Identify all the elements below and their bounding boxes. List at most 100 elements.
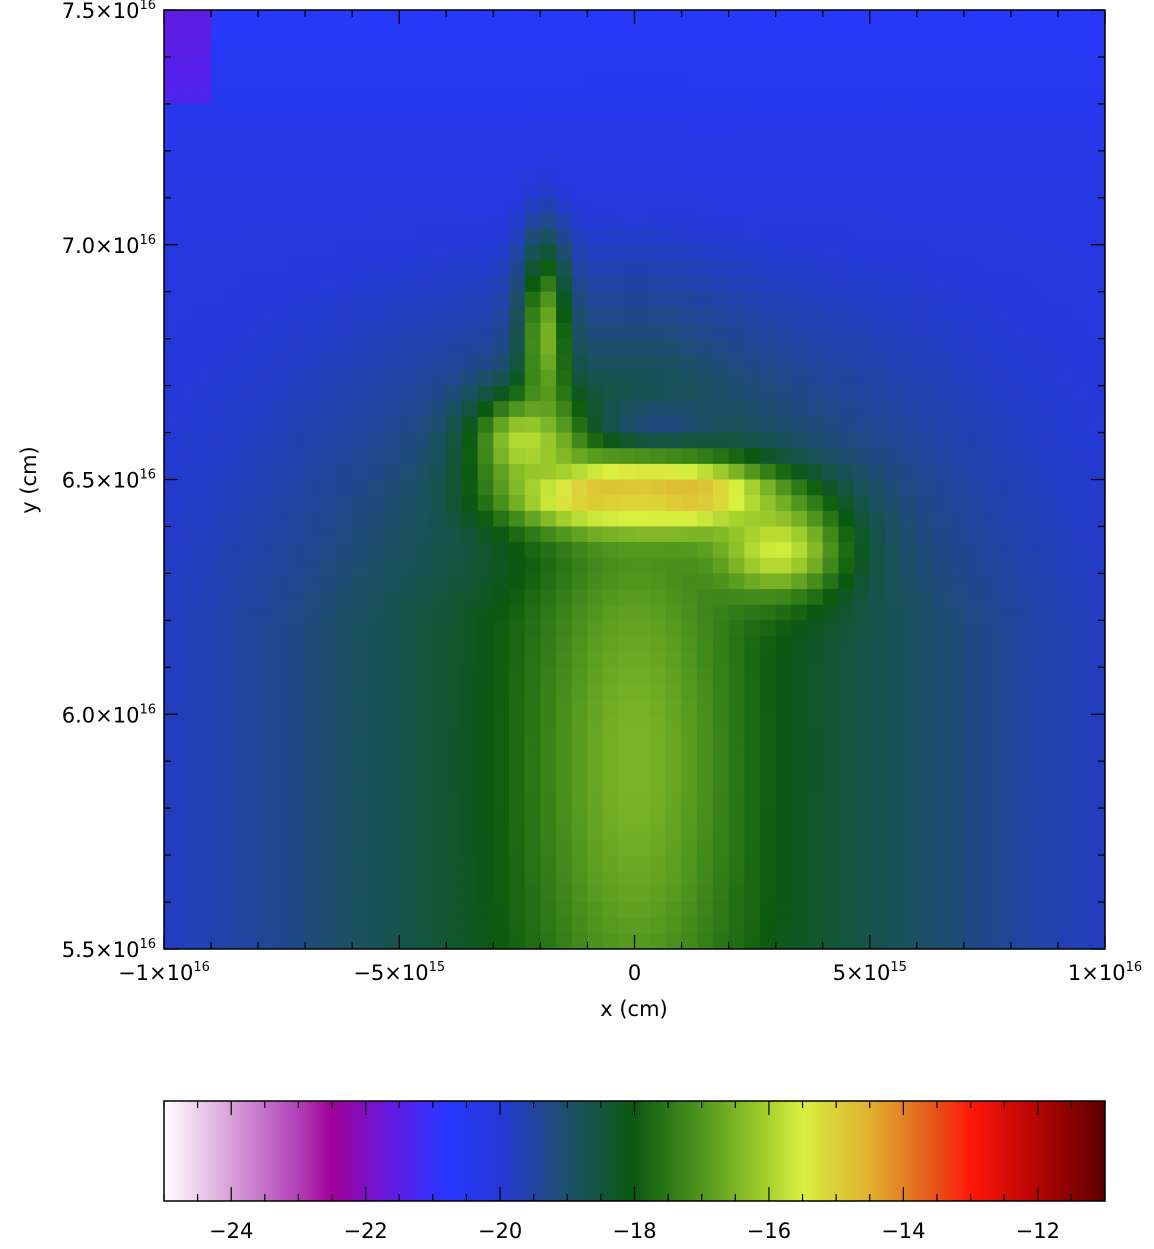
heatmap-cell bbox=[524, 557, 541, 574]
heatmap-cell bbox=[603, 682, 620, 700]
heatmap-cell bbox=[556, 698, 573, 715]
heatmap-cell bbox=[932, 573, 949, 590]
heatmap-cell bbox=[885, 463, 902, 481]
heatmap-cell bbox=[807, 416, 824, 434]
heatmap-cell bbox=[1057, 291, 1075, 308]
heatmap-cell bbox=[650, 870, 667, 887]
heatmap-cell bbox=[446, 808, 463, 825]
heatmap-cell bbox=[728, 589, 745, 606]
heatmap-cell bbox=[493, 510, 510, 528]
heatmap-cell bbox=[477, 823, 494, 841]
heatmap-cell bbox=[618, 72, 636, 89]
heatmap-cell bbox=[963, 698, 981, 715]
heatmap-cell bbox=[477, 792, 494, 809]
heatmap-cell bbox=[1073, 573, 1090, 590]
heatmap-cell bbox=[995, 542, 1012, 559]
heatmap-cell bbox=[258, 338, 275, 355]
heatmap-cell bbox=[1057, 323, 1075, 340]
heatmap-cell bbox=[477, 416, 494, 434]
heatmap-cell bbox=[509, 103, 526, 121]
heatmap-cell bbox=[838, 229, 855, 246]
heatmap-cell bbox=[822, 56, 839, 74]
heatmap-cell bbox=[289, 338, 306, 355]
heatmap-cell bbox=[477, 808, 494, 825]
heatmap-cell bbox=[164, 714, 181, 731]
heatmap-cell bbox=[242, 103, 259, 121]
heatmap-cell bbox=[901, 870, 918, 887]
heatmap-cell bbox=[665, 839, 683, 856]
heatmap-cell bbox=[195, 432, 212, 449]
heatmap-cell bbox=[211, 573, 228, 590]
heatmap-cell bbox=[587, 542, 604, 559]
heatmap-cell bbox=[712, 166, 730, 183]
heatmap-cell bbox=[242, 776, 259, 794]
heatmap-cell bbox=[493, 839, 510, 856]
heatmap-cell bbox=[995, 197, 1012, 215]
heatmap-cell bbox=[759, 150, 777, 168]
heatmap-cell bbox=[634, 776, 651, 794]
heatmap-cell bbox=[1073, 416, 1090, 434]
heatmap-cell bbox=[822, 119, 839, 136]
heatmap-cell bbox=[697, 244, 714, 261]
heatmap-cell bbox=[430, 276, 447, 293]
heatmap-cell bbox=[399, 103, 416, 121]
heatmap-cell bbox=[775, 510, 792, 528]
heatmap-cell bbox=[838, 573, 855, 590]
heatmap-cell bbox=[1026, 839, 1043, 856]
heatmap-cell bbox=[634, 401, 651, 418]
heatmap-cell bbox=[367, 448, 385, 465]
heatmap-cell bbox=[963, 385, 981, 402]
heatmap-cell bbox=[744, 369, 761, 387]
heatmap-cell bbox=[195, 589, 212, 606]
heatmap-cell bbox=[697, 25, 714, 42]
heatmap-cell bbox=[948, 510, 965, 528]
heatmap-cell bbox=[383, 229, 400, 246]
heatmap-cell bbox=[618, 808, 636, 825]
heatmap-cell bbox=[1089, 510, 1105, 528]
heatmap-cell bbox=[822, 823, 839, 841]
heatmap-cell bbox=[885, 229, 902, 246]
heatmap-cell bbox=[807, 604, 824, 621]
heatmap-cell bbox=[226, 510, 244, 528]
heatmap-cell bbox=[901, 56, 918, 74]
heatmap-cell bbox=[1042, 870, 1059, 887]
heatmap-cell bbox=[540, 103, 557, 121]
heatmap-cell bbox=[744, 88, 761, 105]
heatmap-cell bbox=[1026, 119, 1043, 136]
heatmap-cell bbox=[399, 792, 416, 809]
heatmap-cell bbox=[367, 714, 385, 731]
heatmap-cell bbox=[273, 636, 291, 653]
heatmap-cell bbox=[885, 135, 902, 152]
heatmap-cell bbox=[634, 479, 651, 496]
heatmap-cell bbox=[634, 792, 651, 809]
heatmap-cell bbox=[305, 589, 322, 606]
heatmap-cell bbox=[258, 432, 275, 449]
heatmap-cell bbox=[916, 682, 934, 700]
heatmap-cell bbox=[430, 839, 447, 856]
heatmap-cell bbox=[477, 620, 494, 637]
heatmap-cell bbox=[885, 917, 902, 934]
heatmap-cell bbox=[226, 338, 244, 355]
heatmap-cell bbox=[618, 354, 636, 371]
heatmap-cell bbox=[1010, 542, 1028, 559]
heatmap-cell bbox=[195, 761, 212, 778]
heatmap-cell bbox=[665, 150, 683, 168]
heatmap-cell bbox=[775, 369, 792, 387]
heatmap-cell bbox=[179, 401, 196, 418]
heatmap-cell bbox=[414, 291, 432, 308]
heatmap-cell bbox=[524, 72, 541, 89]
heatmap-cell bbox=[1010, 651, 1028, 668]
heatmap-cell bbox=[838, 103, 855, 121]
heatmap-cell bbox=[791, 323, 808, 340]
heatmap-cell bbox=[477, 542, 494, 559]
heatmap-cell bbox=[1026, 416, 1043, 434]
heatmap-cell bbox=[164, 276, 181, 293]
heatmap-cell bbox=[932, 213, 949, 230]
heatmap-cell bbox=[242, 792, 259, 809]
heatmap-cell bbox=[1057, 761, 1075, 778]
heatmap-cell bbox=[807, 698, 824, 715]
heatmap-cell bbox=[791, 166, 808, 183]
heatmap-cell bbox=[885, 416, 902, 434]
heatmap-cell bbox=[744, 510, 761, 528]
heatmap-cell bbox=[211, 338, 228, 355]
